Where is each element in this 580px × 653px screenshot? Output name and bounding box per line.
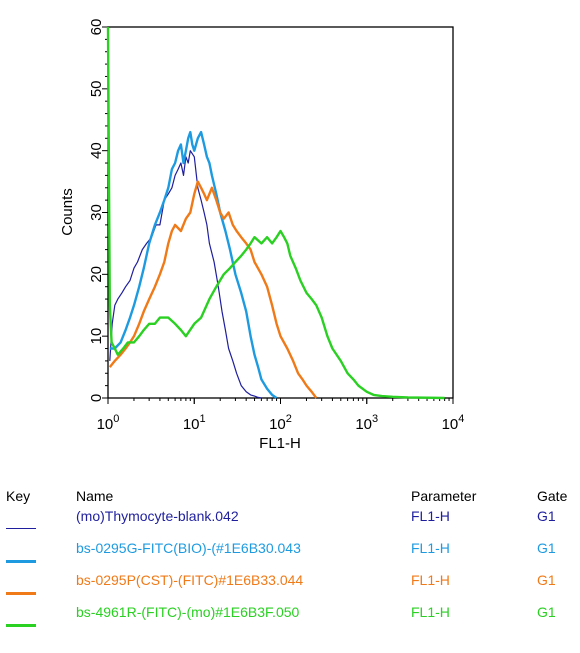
x-tick-label: 102 [269, 413, 292, 433]
legend-row: bs-0295G-FITC(BIO)-(#1E6B30.043 FL1-H G1 [0, 540, 580, 572]
legend-parameter: FL1-H [411, 572, 450, 588]
legend-row: (mo)Thymocyte-blank.042 FL1-H G1 [0, 508, 580, 540]
legend-name: bs-0295P(CST)-(FITC)#1E6B33.044 [76, 572, 304, 588]
series-line [109, 130, 278, 399]
legend-header-name: Name [76, 488, 114, 504]
x-tick-label: 103 [355, 413, 378, 433]
y-axis-label: Counts [59, 188, 76, 236]
legend-name: (mo)Thymocyte-blank.042 [76, 508, 239, 524]
legend-swatch [6, 624, 36, 627]
x-tick-label: 104 [442, 413, 465, 433]
x-tick-label: 101 [183, 413, 206, 433]
y-tick-labels: 0 10 20 30 40 50 60 [88, 19, 105, 403]
histogram-chart: 0 10 20 30 40 50 60 100 101 102 103 104 FL1-H Coun… [59, 19, 465, 452]
legend-row: bs-4961R-(FITC)-(mo)#1E6B3F.050 FL1-H G1 [0, 604, 580, 636]
series-line [109, 150, 262, 399]
x-tick-labels: 100 101 102 103 104 [97, 413, 465, 433]
series-line [108, 180, 318, 399]
legend-parameter: FL1-H [411, 604, 450, 620]
series-line [106, 26, 445, 400]
x-tick-label: 100 [97, 413, 120, 433]
legend-swatch [6, 592, 36, 595]
series-lines [106, 26, 445, 400]
legend-header: Key Name Parameter Gate [0, 488, 580, 508]
legend-swatch [6, 560, 36, 563]
y-tick-label: 0 [88, 394, 105, 402]
legend-row: bs-0295P(CST)-(FITC)#1E6B33.044 FL1-H G1 [0, 572, 580, 604]
legend-gate: G1 [537, 604, 556, 620]
y-tick-label: 50 [88, 80, 105, 97]
legend-table: Key Name Parameter Gate (mo)Thymocyte-bl… [0, 488, 580, 636]
legend-gate: G1 [537, 572, 556, 588]
legend-gate: G1 [537, 508, 556, 524]
legend-parameter: FL1-H [411, 540, 450, 556]
y-tick-label: 10 [88, 328, 105, 345]
legend-header-parameter: Parameter [411, 488, 477, 504]
legend-name: bs-0295G-FITC(BIO)-(#1E6B30.043 [76, 540, 301, 556]
y-tick-label: 40 [88, 142, 105, 159]
axis-ticks [102, 26, 454, 404]
legend-gate: G1 [537, 540, 556, 556]
y-tick-label: 60 [88, 19, 105, 36]
y-tick-label: 20 [88, 266, 105, 283]
y-tick-label: 30 [88, 204, 105, 221]
legend-name: bs-4961R-(FITC)-(mo)#1E6B3F.050 [76, 604, 300, 620]
x-axis-label: FL1-H [259, 435, 301, 452]
legend-header-gate: Gate [537, 488, 568, 504]
legend-rows: (mo)Thymocyte-blank.042 FL1-H G1 bs-0295G-F… [0, 508, 580, 636]
legend-header-key: Key [6, 488, 31, 504]
legend-parameter: FL1-H [411, 508, 450, 524]
legend-swatch [6, 528, 36, 529]
